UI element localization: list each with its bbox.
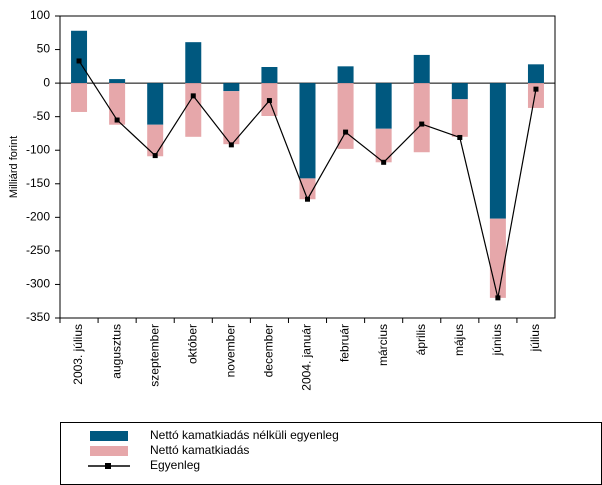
x-tick-label: 2004. január xyxy=(300,324,314,391)
x-tick-label: december xyxy=(262,324,276,377)
legend-swatch xyxy=(90,431,128,441)
bar-segment xyxy=(223,83,240,92)
bar-segment xyxy=(299,178,316,200)
bar-segment xyxy=(223,91,240,145)
bar-segment xyxy=(299,83,316,179)
line-marker xyxy=(190,93,196,99)
bar-segment xyxy=(185,42,202,84)
bar-segment xyxy=(261,67,278,84)
x-tick-label: február xyxy=(338,324,352,362)
y-tick-label: -350 xyxy=(26,310,50,324)
bar-segment xyxy=(147,83,164,125)
x-tick-label: július xyxy=(528,324,542,352)
x-tick-label: március xyxy=(376,324,390,366)
y-tick-label: -150 xyxy=(26,176,50,190)
bar-segment xyxy=(147,124,164,157)
y-tick-label: 100 xyxy=(30,8,50,22)
bar-segment xyxy=(527,64,544,84)
x-tick-label: május xyxy=(452,324,466,356)
y-tick-label: -50 xyxy=(33,109,51,123)
x-tick-label: augusztus xyxy=(109,324,123,379)
legend-swatch xyxy=(90,446,128,456)
x-tick-label: április xyxy=(414,324,428,355)
plot-frame xyxy=(59,15,556,319)
y-tick-label: 0 xyxy=(43,75,50,89)
bar-segment xyxy=(413,54,430,84)
line-marker xyxy=(381,159,387,165)
line-marker xyxy=(152,153,158,159)
bar-segment xyxy=(413,83,430,153)
legend-swatch xyxy=(105,463,111,469)
bar-segment xyxy=(375,128,392,163)
x-tick-label: június xyxy=(490,324,504,356)
x-tick-label: szeptember xyxy=(147,324,161,387)
bar-segment xyxy=(185,83,202,137)
line-marker xyxy=(343,129,349,135)
y-tick-label: -100 xyxy=(26,142,50,156)
y-tick-label: -250 xyxy=(26,243,50,257)
y-tick-label: 50 xyxy=(37,42,51,56)
bar-segment xyxy=(337,66,354,84)
y-axis-label: Milliárd forint xyxy=(8,136,20,198)
line-marker xyxy=(533,86,539,92)
bar-segment xyxy=(489,83,506,219)
bar-segment xyxy=(375,83,392,129)
x-tick-label: november xyxy=(224,324,238,377)
bar-segment xyxy=(109,79,126,84)
line-marker xyxy=(419,121,425,127)
bar-segment xyxy=(71,83,88,112)
bar-segment xyxy=(527,83,544,108)
line-marker xyxy=(76,58,82,64)
y-tick-label: -200 xyxy=(26,210,50,224)
x-tick-label: 2003. július xyxy=(71,324,85,385)
bar-segment xyxy=(71,30,88,84)
line-marker xyxy=(495,295,501,301)
line-marker xyxy=(305,196,310,202)
line-marker xyxy=(457,134,463,140)
line-marker xyxy=(114,117,120,123)
x-tick-label: október xyxy=(185,324,199,364)
bar-segment xyxy=(451,99,468,137)
line-marker xyxy=(266,98,272,104)
legend-label: Egyenleg xyxy=(150,458,200,472)
y-tick-label: -300 xyxy=(26,277,50,291)
legend-label: Nettó kamatkiadás xyxy=(150,443,249,457)
bar-segment xyxy=(337,83,354,149)
legend-label: Nettó kamatkiadás nélküli egyenleg xyxy=(150,428,339,442)
bar-segment xyxy=(451,83,468,100)
bar-segment xyxy=(489,218,506,298)
line-marker xyxy=(228,142,234,148)
